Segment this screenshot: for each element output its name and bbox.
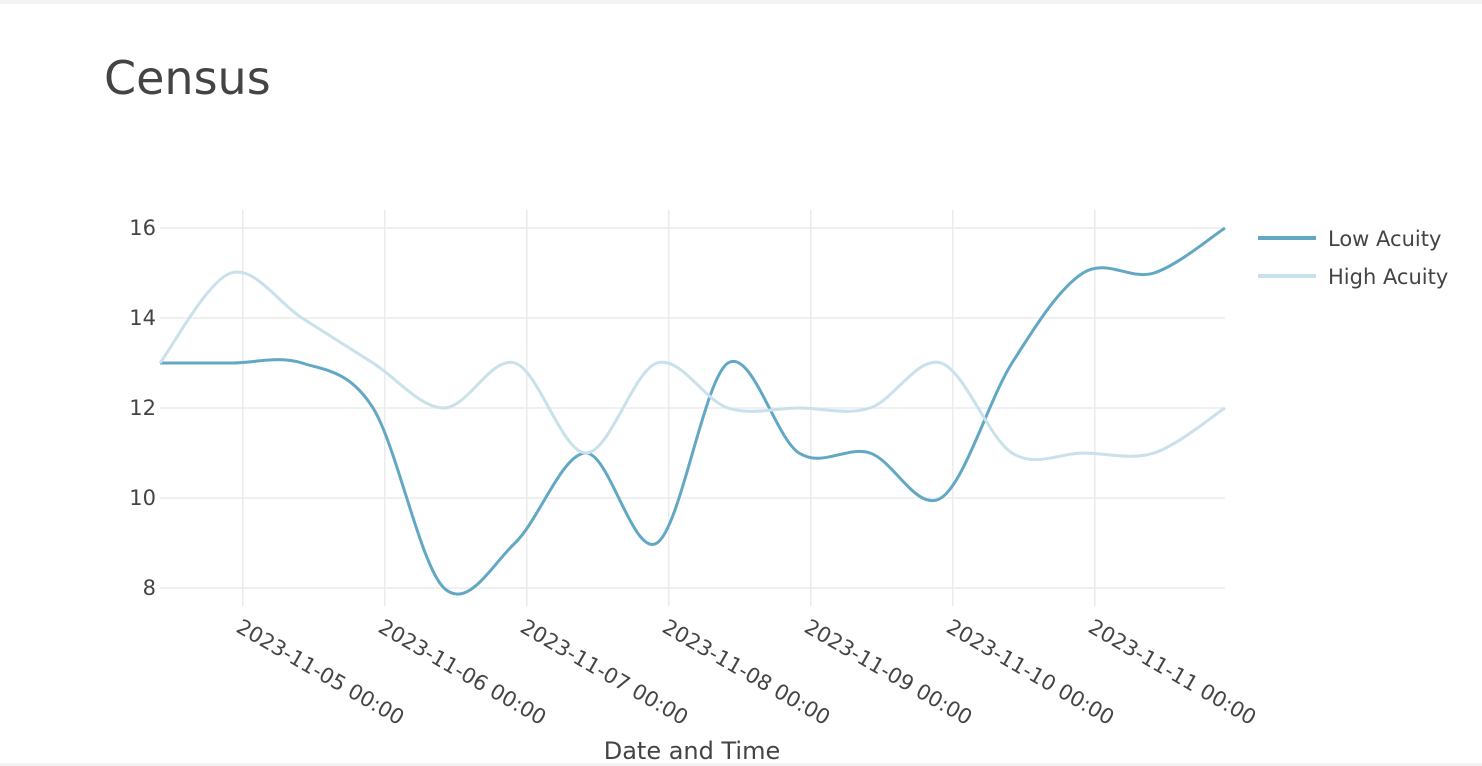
line-series bbox=[160, 226, 1226, 596]
y-tick-label: 10 bbox=[129, 486, 156, 510]
legend-label: Low Acuity bbox=[1328, 227, 1441, 251]
legend-label: High Acuity bbox=[1328, 265, 1448, 289]
y-tick-label: 16 bbox=[129, 216, 156, 240]
x-axis-label: Date and Time bbox=[604, 737, 781, 765]
y-tick-label: 12 bbox=[129, 396, 156, 420]
line-series bbox=[158, 270, 1226, 462]
y-tick-label: 8 bbox=[143, 576, 156, 600]
y-tick-label: 14 bbox=[129, 306, 156, 330]
chart-title: Census bbox=[104, 51, 271, 105]
